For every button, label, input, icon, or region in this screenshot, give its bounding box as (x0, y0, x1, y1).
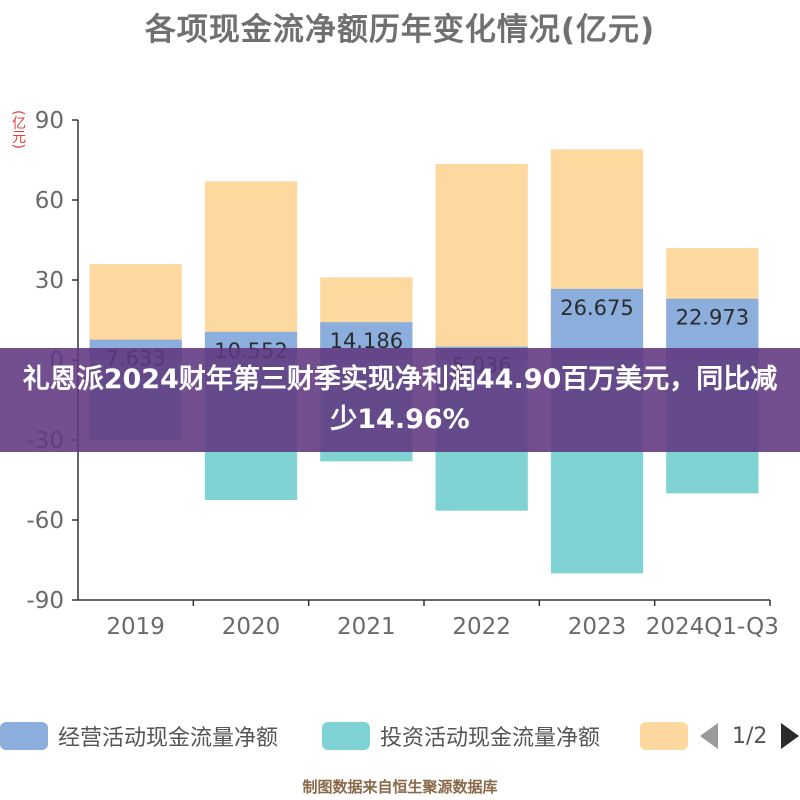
legend-label-investing: 投资活动现金流量净额 (380, 726, 601, 751)
pager-text: 1/2 (732, 723, 768, 749)
chart-legend: 经营活动现金流量净额 投资活动现金流量净额 1/2 (0, 716, 800, 756)
headline-text: 礼恩派2024财年第三财季实现净利润44.90百万美元，同比减少14.96% (22, 364, 778, 435)
legend-swatch-investing (322, 722, 370, 750)
pager-prev-icon[interactable] (700, 723, 718, 749)
x-tick-label: 2023 (568, 614, 627, 640)
legend-label-operating: 经营活动现金流量净额 (58, 726, 279, 751)
legend-swatch-financing (640, 722, 688, 750)
pager-next-icon[interactable] (781, 723, 800, 749)
bar-financing (204, 181, 298, 360)
y-tick-label: 60 (35, 188, 64, 214)
chart-title: 各项现金流净额历年变化情况(亿元) (144, 12, 656, 48)
legend-item-investing[interactable]: 投资活动现金流量净额 (322, 716, 600, 756)
data-label-operating: 26.675 (560, 296, 633, 320)
x-tick-label: 2022 (452, 614, 511, 640)
x-tick-label: 2019 (106, 614, 165, 640)
data-label-operating: 22.973 (676, 306, 749, 330)
bar-financing (435, 164, 528, 360)
y-tick-label: -90 (26, 588, 64, 614)
legend-item-operating[interactable]: 经营活动现金流量净额 (0, 716, 278, 756)
x-tick-label: 2020 (222, 614, 281, 640)
legend-pager: 1/2 (700, 716, 800, 756)
y-tick-label: -60 (26, 508, 64, 534)
source-note: 制图数据来自恒生聚源数据库 (302, 778, 498, 796)
legend-item-financing[interactable] (640, 716, 698, 756)
y-axis-unit-label: (亿元) (10, 110, 26, 149)
x-tick-label: 2024Q1-Q3 (646, 614, 779, 640)
y-tick-label: 90 (35, 108, 64, 134)
x-tick-label: 2021 (337, 614, 396, 640)
headline-banner: 礼恩派2024财年第三财季实现净利润44.90百万美元，同比减少14.96% (0, 348, 800, 452)
y-tick-label: 30 (35, 268, 64, 294)
legend-swatch-operating (0, 722, 48, 750)
